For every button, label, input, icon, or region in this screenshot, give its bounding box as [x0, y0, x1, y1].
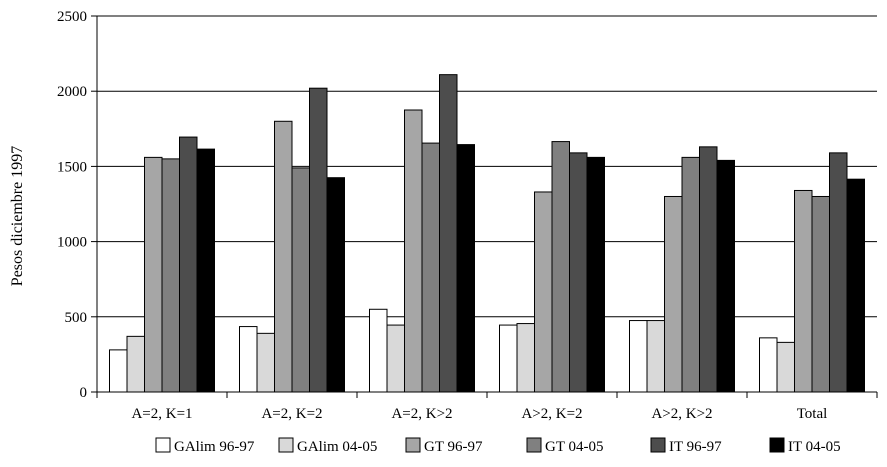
bar [274, 120, 293, 393]
bar [109, 349, 128, 393]
legend-swatch [405, 437, 421, 453]
bar [646, 320, 665, 393]
axes [91, 15, 878, 398]
bar [239, 326, 258, 393]
bar [586, 156, 605, 393]
bar [499, 324, 518, 393]
legend: GAlim 96-97 GAlim 04-05 GT 96-97 GT 04-05 IT… [155, 437, 841, 455]
y-tick-label: 2000 [57, 84, 87, 100]
x-tick-label: A=2, K>2 [391, 406, 452, 422]
bar [439, 74, 458, 393]
bar [404, 109, 423, 393]
bar [516, 323, 535, 393]
legend-label: GAlim 04-05 [297, 439, 377, 455]
legend-label: GT 04-05 [545, 439, 603, 455]
bar [421, 142, 440, 393]
bar [759, 337, 778, 393]
legend-label: GAlim 96-97 [174, 439, 255, 455]
bar [161, 158, 180, 393]
y-tick-label: 0 [80, 385, 88, 401]
bar [326, 177, 345, 393]
bar [256, 332, 275, 393]
y-tick-label: 1000 [57, 235, 87, 251]
bar [776, 341, 795, 393]
legend-swatch [769, 437, 785, 453]
y-tick-labels: 0 500 1000 1500 2000 2500 [57, 9, 87, 401]
bar [794, 189, 813, 393]
bar [456, 144, 475, 393]
bar [309, 87, 328, 393]
y-tick-label: 2500 [57, 9, 87, 25]
y-axis-label: Pesos diciembre 1997 [9, 146, 26, 286]
legend-swatch [650, 437, 666, 453]
gridlines [97, 15, 877, 318]
bar [369, 308, 388, 393]
bar [144, 156, 163, 393]
x-tick-label: A>2, K=2 [521, 406, 582, 422]
y-tick-label: 1500 [57, 159, 87, 175]
bar [196, 148, 215, 393]
x-tick-label: A=2, K=2 [261, 406, 322, 422]
bar [829, 152, 848, 393]
legend-label: GT 96-97 [424, 439, 483, 455]
x-tick-label: A>2, K>2 [651, 406, 712, 422]
y-tick-label: 500 [65, 310, 88, 326]
bar [386, 324, 405, 393]
bar [179, 136, 198, 393]
bar [681, 156, 700, 393]
x-tick-labels: A=2, K=1 A=2, K=2 A=2, K>2 A>2, K=2 A>2, K>2… [131, 406, 827, 422]
bar [699, 146, 718, 393]
bar [291, 167, 310, 393]
bar [629, 320, 648, 393]
x-tick-label: A=2, K=1 [131, 406, 192, 422]
x-tick-label: Total [797, 406, 828, 422]
bar [716, 159, 735, 393]
legend-swatch [278, 437, 294, 453]
bar [846, 178, 865, 393]
legend-swatch [155, 437, 171, 453]
bar [569, 152, 588, 393]
bar [126, 335, 145, 393]
bar [534, 191, 553, 393]
bar [551, 141, 570, 393]
bar [811, 195, 830, 393]
legend-swatch [526, 437, 542, 453]
legend-label: IT 96-97 [669, 439, 722, 455]
bar [664, 195, 683, 393]
legend-label: IT 04-05 [788, 439, 841, 455]
bars [109, 74, 865, 393]
